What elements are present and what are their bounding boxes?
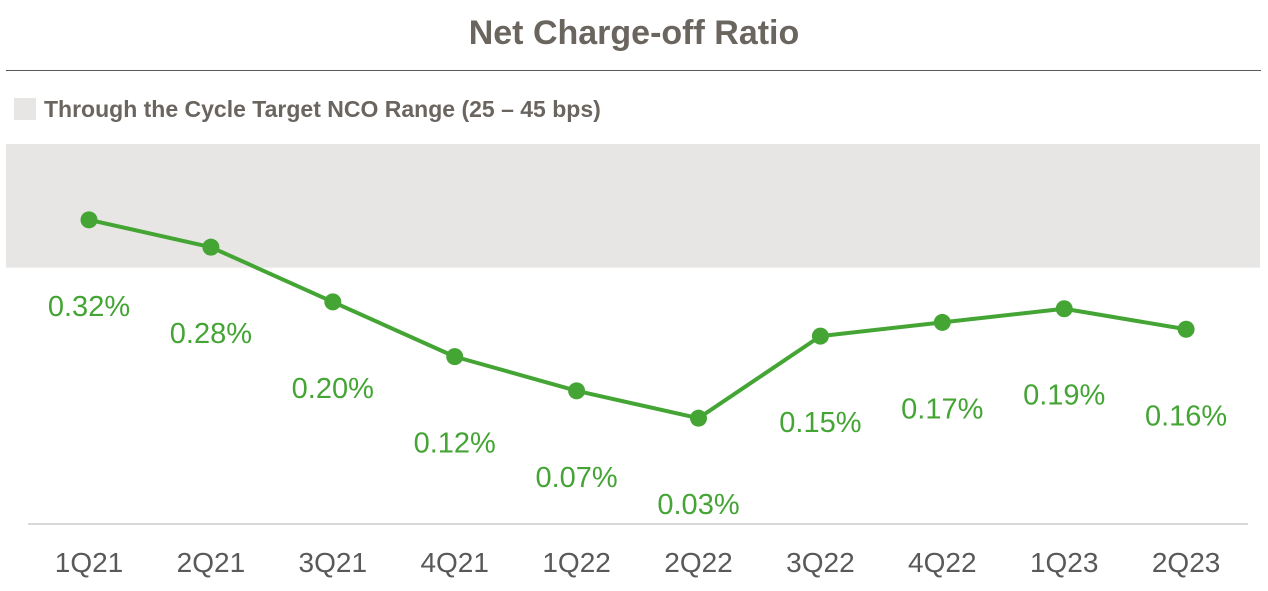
x-tick-label-2q23: 2Q23 — [1152, 547, 1221, 578]
data-label-3q21: 0.20% — [292, 373, 374, 405]
x-tick-label-1q21: 1Q21 — [55, 547, 124, 578]
data-point-3q22 — [811, 327, 829, 345]
legend: Through the Cycle Target NCO Range (25 –… — [14, 94, 601, 124]
x-tick-label-2q21: 2Q21 — [177, 547, 246, 578]
x-tick-label-4q21: 4Q21 — [420, 547, 489, 578]
data-label-4q21: 0.12% — [414, 428, 496, 460]
data-point-4q22 — [933, 313, 951, 331]
title-divider — [6, 70, 1261, 71]
x-tick-label-2q22: 2Q22 — [664, 547, 733, 578]
data-label-1q22: 0.07% — [535, 462, 617, 494]
data-label-2q23: 0.16% — [1145, 400, 1227, 432]
data-label-2q21: 0.28% — [170, 318, 252, 350]
chart-title: Net Charge-off Ratio — [468, 14, 800, 52]
data-point-2q21 — [202, 238, 220, 256]
data-label-1q23: 0.19% — [1023, 380, 1105, 412]
data-point-2q23 — [1177, 320, 1195, 338]
series-line — [88, 217, 1187, 421]
x-tick-label-3q22: 3Q22 — [786, 547, 855, 578]
data-point-1q21 — [80, 211, 98, 229]
data-label-2q22: 0.03% — [657, 489, 739, 521]
legend-swatch — [14, 98, 36, 120]
x-tick-label-1q22: 1Q22 — [542, 547, 611, 578]
data-point-3q21 — [324, 293, 342, 311]
data-point-4q21 — [446, 348, 464, 366]
data-label-1q21: 0.32% — [48, 291, 130, 323]
x-tick-label-4q22: 4Q22 — [908, 547, 977, 578]
data-label-3q22: 0.15% — [779, 407, 861, 439]
data-point-1q23 — [1055, 300, 1073, 318]
data-label-4q22: 0.17% — [901, 393, 983, 425]
x-tick-label-1q23: 1Q23 — [1030, 547, 1099, 578]
data-point-1q22 — [568, 382, 586, 400]
legend-label: Through the Cycle Target NCO Range (25 –… — [44, 95, 601, 122]
data-point-2q22 — [690, 409, 707, 427]
target-range-band — [6, 144, 1260, 268]
x-tick-label-3q21: 3Q21 — [299, 547, 368, 578]
